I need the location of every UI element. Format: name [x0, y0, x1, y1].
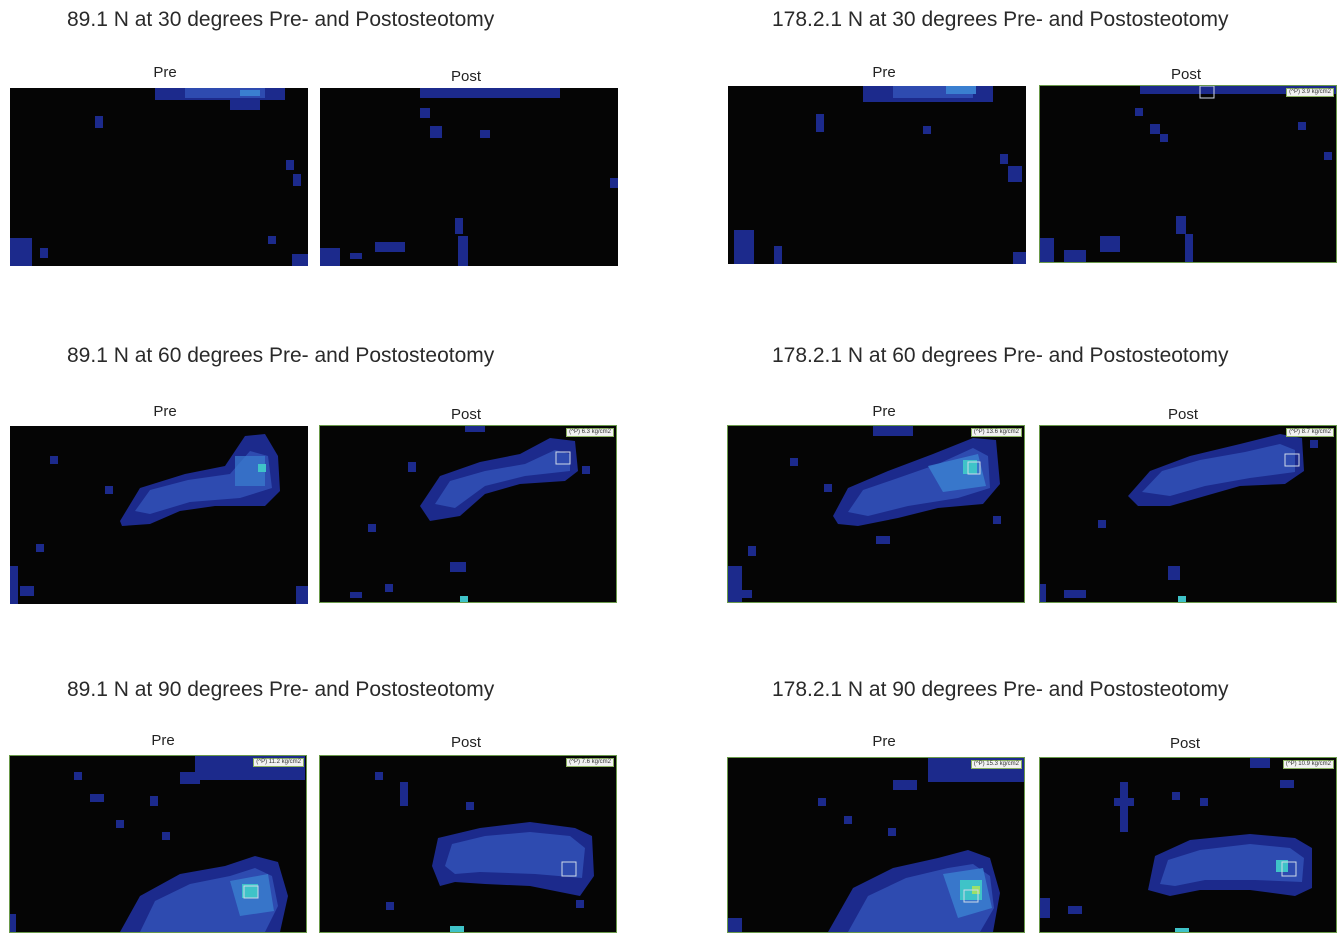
- pre-label: Pre: [153, 403, 177, 420]
- peak-pressure-readout: (^P) 8.7 kg/cm2: [1286, 428, 1334, 437]
- pressure-map-post: (^P) 6.3 kg/cm2: [319, 425, 617, 603]
- group-title-3: 89.1 N at 60 degrees Pre- and Postosteot…: [67, 344, 495, 367]
- peak-pressure-readout: (^P) 3.9 kg/cm2: [1286, 88, 1334, 97]
- group-title-6: 178.2.1 N at 90 degrees Pre- and Postost…: [772, 678, 1229, 701]
- pressure-map-pre: (^P) 15.3 kg/cm2: [727, 757, 1025, 933]
- pressure-map-pre: (^P) 11.2 kg/cm2: [9, 755, 307, 933]
- post-label: Post: [450, 68, 482, 85]
- peak-pressure-readout: (^P) 15.3 kg/cm2: [970, 760, 1022, 769]
- pre-label: Pre: [872, 733, 896, 750]
- pressure-map-post: (^P) 10.9 kg/cm2: [1039, 757, 1337, 933]
- pressure-map-pre: [10, 426, 308, 604]
- pre-label: Pre: [153, 64, 177, 81]
- post-label: Post: [1169, 735, 1201, 752]
- group-title-4: 178.2.1 N at 60 degrees Pre- and Postost…: [772, 344, 1229, 367]
- post-label: Post: [450, 406, 482, 423]
- group-title-5: 89.1 N at 90 degrees Pre- and Postosteot…: [67, 678, 495, 701]
- post-label: Post: [1170, 66, 1202, 83]
- pressure-map-post: [320, 88, 618, 266]
- pre-label: Pre: [872, 403, 896, 420]
- peak-pressure-readout: (^P) 10.9 kg/cm2: [1282, 760, 1334, 769]
- post-label: Post: [450, 734, 482, 751]
- peak-pressure-readout: (^P) 7.6 kg/cm2: [566, 758, 614, 767]
- pressure-map-post: (^P) 3.9 kg/cm2: [1039, 85, 1337, 263]
- pressure-map-pre: [10, 88, 308, 266]
- group-title-1: 89.1 N at 30 degrees Pre- and Postosteot…: [67, 8, 495, 31]
- pressure-map-post: (^P) 7.6 kg/cm2: [319, 755, 617, 933]
- peak-pressure-readout: (^P) 13.6 kg/cm2: [970, 428, 1022, 437]
- peak-pressure-readout: (^P) 6.3 kg/cm2: [566, 428, 614, 437]
- pre-label: Pre: [872, 64, 896, 81]
- group-title-2: 178.2.1 N at 30 degrees Pre- and Postost…: [772, 8, 1229, 31]
- pressure-map-post: (^P) 8.7 kg/cm2: [1039, 425, 1337, 603]
- post-label: Post: [1167, 406, 1199, 423]
- pressure-map-pre: [728, 86, 1026, 264]
- peak-pressure-readout: (^P) 11.2 kg/cm2: [253, 758, 304, 767]
- pressure-map-pre: (^P) 13.6 kg/cm2: [727, 425, 1025, 603]
- pre-label: Pre: [151, 732, 175, 749]
